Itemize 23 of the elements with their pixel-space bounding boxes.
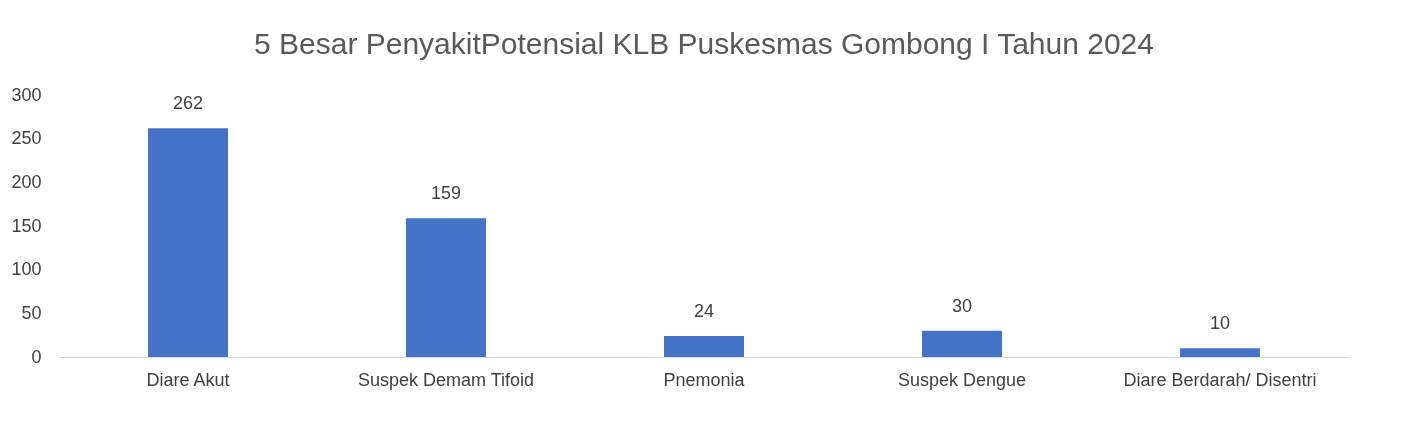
- data-label: 10: [1209, 313, 1231, 334]
- x-tick-label: Suspek Demam Tifoid: [357, 369, 535, 390]
- data-label: 30: [951, 295, 973, 316]
- bar: [922, 330, 1002, 357]
- data-label: 24: [693, 301, 715, 322]
- data-label: 159: [430, 183, 462, 204]
- y-tick-label: 50: [21, 302, 42, 323]
- x-tick-label: Pnemonia: [663, 369, 746, 390]
- y-tick-label: 200: [11, 171, 42, 192]
- y-tick-label: 300: [11, 84, 42, 105]
- bar: [1180, 348, 1260, 357]
- data-label: 262: [172, 93, 204, 114]
- y-tick-label: 100: [11, 259, 42, 280]
- x-tick-label: Suspek Dengue: [897, 369, 1027, 390]
- y-tick-label: 250: [11, 128, 42, 149]
- chart-title: 5 Besar PenyakitPotensial KLB Puskesmas Gombong I Tahun 2024: [254, 27, 1154, 60]
- bar: [148, 128, 228, 357]
- x-tick-label: Diare Berdarah/ Disentri: [1123, 369, 1317, 390]
- bar: [406, 218, 486, 357]
- y-tick-label: 150: [11, 215, 42, 236]
- x-tick-label: Diare Akut: [146, 369, 230, 390]
- bar: [664, 336, 744, 357]
- y-tick-label: 0: [31, 346, 42, 367]
